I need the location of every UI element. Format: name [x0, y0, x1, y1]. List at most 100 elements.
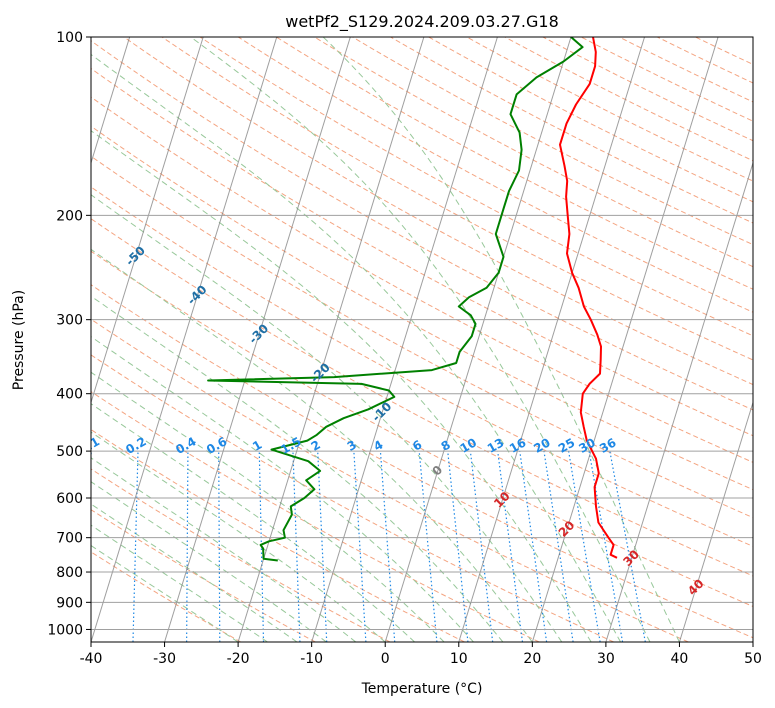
dry-adiabat [91, 250, 753, 607]
dry-adiabat [314, 37, 753, 268]
dry-adiabat [91, 125, 753, 491]
isotherm-label: -30 [246, 321, 271, 346]
x-tick-label: -10 [300, 651, 323, 667]
moist-adiabat [190, 37, 651, 642]
dry-adiabat [91, 186, 753, 547]
isotherm-label: 20 [556, 518, 578, 540]
dry-adiabat [161, 37, 753, 361]
y-tick-label: 100 [56, 30, 83, 46]
isotherm-label: 30 [620, 547, 642, 569]
x-tick-label: -30 [153, 651, 176, 667]
moist-adiabat [91, 403, 415, 642]
dry-adiabat [91, 284, 753, 639]
x-axis: -40 -30 -20 -10 0 10 20 30 40 50 [80, 642, 762, 667]
mixing-ratio-line [469, 451, 494, 642]
isotherm [384, 37, 572, 642]
mixing-ratio-label: 16 [507, 435, 528, 455]
dry-adiabat [91, 40, 753, 411]
mixing-ratio-label: 10 [458, 435, 479, 455]
isotherm [91, 37, 204, 405]
dry-adiabat [123, 37, 753, 386]
isotherm [91, 37, 278, 642]
x-axis-label: Temperature (°C) [361, 681, 483, 697]
mixing-ratio-line [447, 451, 469, 642]
isotherm [237, 37, 425, 642]
mixing-ratio-line [317, 451, 328, 642]
moist-adiabat [91, 503, 298, 642]
dry-adiabat [91, 429, 465, 642]
moist-adiabat [91, 371, 445, 642]
dry-adiabat [276, 37, 753, 290]
dry-adiabat [91, 96, 753, 463]
mixing-ratio-line [497, 451, 524, 642]
isotherm [678, 400, 753, 642]
dry-adiabat [580, 37, 753, 122]
dry-adiabat [91, 354, 614, 642]
isotherm-label: -10 [369, 399, 394, 424]
moist-adiabat [91, 130, 592, 642]
moist-adiabat [91, 295, 504, 642]
isotherm-label: -40 [184, 282, 209, 307]
mixing-ratio-line [186, 451, 189, 642]
x-tick-label: -20 [227, 651, 250, 667]
isotherm-label: 0 [429, 463, 445, 479]
chart-title: wetPf2_S129.2024.209.03.27.G18 [285, 12, 559, 32]
isotherm-label: 10 [491, 489, 513, 511]
dry-adiabat [390, 37, 753, 224]
isotherm-label: -50 [123, 243, 148, 268]
y-tick-label: 300 [56, 313, 83, 329]
mixing-ratio-label: 25 [556, 435, 577, 455]
dry-adiabat [91, 155, 753, 519]
isotherm [752, 640, 753, 642]
background-lines [0, 37, 753, 642]
x-tick-label: 20 [523, 651, 541, 667]
moist-adiabat [322, 37, 680, 642]
dry-adiabat [91, 318, 689, 642]
mixing-ratio-line [609, 450, 646, 642]
isotherm [605, 161, 753, 642]
plot-frame [90, 36, 754, 643]
isotherm [0, 37, 56, 642]
y-tick-label: 500 [56, 444, 83, 460]
mixing-ratio-line [543, 451, 574, 642]
mixing-ratio-line [418, 451, 438, 642]
isotherm [531, 37, 719, 642]
dry-adiabat [91, 218, 753, 577]
dry-adiabat [542, 37, 753, 142]
dry-adiabat [91, 67, 753, 437]
mixing-ratio-line [91, 451, 92, 470]
y-tick-label: 600 [56, 491, 83, 507]
y-tick-label: 900 [56, 595, 83, 611]
y-axis-label: Pressure (hPa) [11, 290, 27, 390]
dry-adiabat [91, 468, 391, 642]
isotherm [311, 37, 498, 642]
mixing-ratio-label: 0.1 [77, 434, 102, 457]
dry-adiabat [199, 37, 753, 337]
mixing-ratio-line [132, 451, 139, 642]
mixing-ratio-line [568, 451, 601, 642]
isotherm-label: -70 [0, 165, 25, 190]
x-tick-label: 30 [597, 651, 615, 667]
isotherm [458, 37, 646, 642]
isotherm-label: 40 [685, 576, 707, 598]
isotherm [164, 37, 351, 642]
moist-adiabat [91, 481, 327, 642]
dry-adiabat [91, 551, 242, 642]
x-tick-label: -40 [80, 651, 103, 667]
dry-adiabat [91, 391, 540, 642]
dry-adiabat [466, 37, 753, 182]
mixing-ratio-label: 0.2 [123, 434, 148, 457]
isotherm [91, 37, 131, 165]
x-tick-label: 40 [671, 651, 689, 667]
mixing-ratio-label: 36 [597, 435, 618, 455]
mixing-ratio-line [353, 451, 367, 642]
mixing-ratio-label: 13 [485, 435, 506, 455]
x-tick-label: 50 [744, 651, 762, 667]
temperature-line [559, 37, 618, 559]
mixing-ratio-label: 0.6 [204, 434, 229, 457]
x-tick-label: 10 [450, 651, 468, 667]
pressure-grid [91, 37, 753, 630]
series-layer [207, 37, 618, 562]
dry-adiabat [504, 37, 753, 162]
